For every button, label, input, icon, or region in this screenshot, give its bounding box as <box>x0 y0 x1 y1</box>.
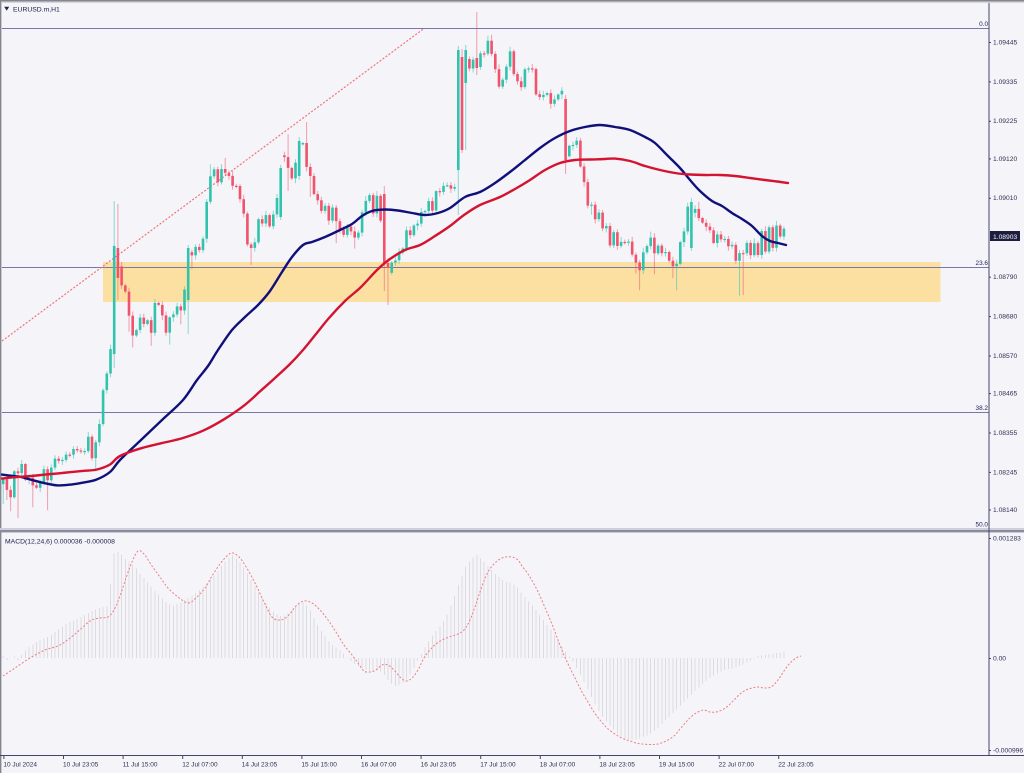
svg-text:10 Jul 2024: 10 Jul 2024 <box>3 761 37 768</box>
svg-text:16 Jul 07:00: 16 Jul 07:00 <box>361 761 397 768</box>
svg-text:0.00: 0.00 <box>993 656 1006 663</box>
svg-text:12 Jul 07:00: 12 Jul 07:00 <box>182 761 218 768</box>
svg-text:MACD(12,24,6) 0.000036 -0.0000: MACD(12,24,6) 0.000036 -0.000008 <box>5 539 115 546</box>
svg-text:1.08355: 1.08355 <box>993 430 1017 437</box>
svg-text:1.09120: 1.09120 <box>993 156 1017 163</box>
svg-text:0.001283: 0.001283 <box>993 536 1021 543</box>
svg-text:14 Jul 23:05: 14 Jul 23:05 <box>242 761 278 768</box>
svg-text:1.09445: 1.09445 <box>993 39 1017 46</box>
svg-text:18 Jul 23:05: 18 Jul 23:05 <box>599 761 635 768</box>
svg-text:15 Jul 15:00: 15 Jul 15:00 <box>301 761 337 768</box>
svg-text:23.6: 23.6 <box>976 260 989 267</box>
svg-text:1.09225: 1.09225 <box>993 118 1017 125</box>
svg-text:-0.000996: -0.000996 <box>993 748 1023 755</box>
svg-text:1.08680: 1.08680 <box>993 314 1017 321</box>
svg-text:1.08245: 1.08245 <box>993 469 1017 476</box>
svg-text:50.0: 50.0 <box>976 522 989 529</box>
svg-text:EURUSD.m,H1: EURUSD.m,H1 <box>13 7 60 14</box>
svg-text:10 Jul 23:05: 10 Jul 23:05 <box>63 761 99 768</box>
svg-text:17 Jul 15:00: 17 Jul 15:00 <box>480 761 516 768</box>
svg-text:19 Jul 15:00: 19 Jul 15:00 <box>659 761 695 768</box>
svg-text:22 Jul 07:00: 22 Jul 07:00 <box>719 761 755 768</box>
svg-text:22 Jul 23:05: 22 Jul 23:05 <box>778 761 814 768</box>
svg-text:1.09335: 1.09335 <box>993 79 1017 86</box>
svg-text:1.09010: 1.09010 <box>993 195 1017 202</box>
svg-text:11 Jul 15:00: 11 Jul 15:00 <box>123 761 158 768</box>
svg-text:1.08570: 1.08570 <box>993 353 1017 360</box>
svg-text:38.2: 38.2 <box>976 405 989 412</box>
svg-text:16 Jul 23:05: 16 Jul 23:05 <box>421 761 457 768</box>
svg-text:1.08790: 1.08790 <box>993 274 1017 281</box>
svg-text:1.08140: 1.08140 <box>993 507 1017 514</box>
svg-text:0.0: 0.0 <box>979 21 988 28</box>
svg-text:18 Jul 07:00: 18 Jul 07:00 <box>540 761 576 768</box>
svg-text:1.08903: 1.08903 <box>993 234 1017 241</box>
svg-text:1.08465: 1.08465 <box>993 391 1017 398</box>
